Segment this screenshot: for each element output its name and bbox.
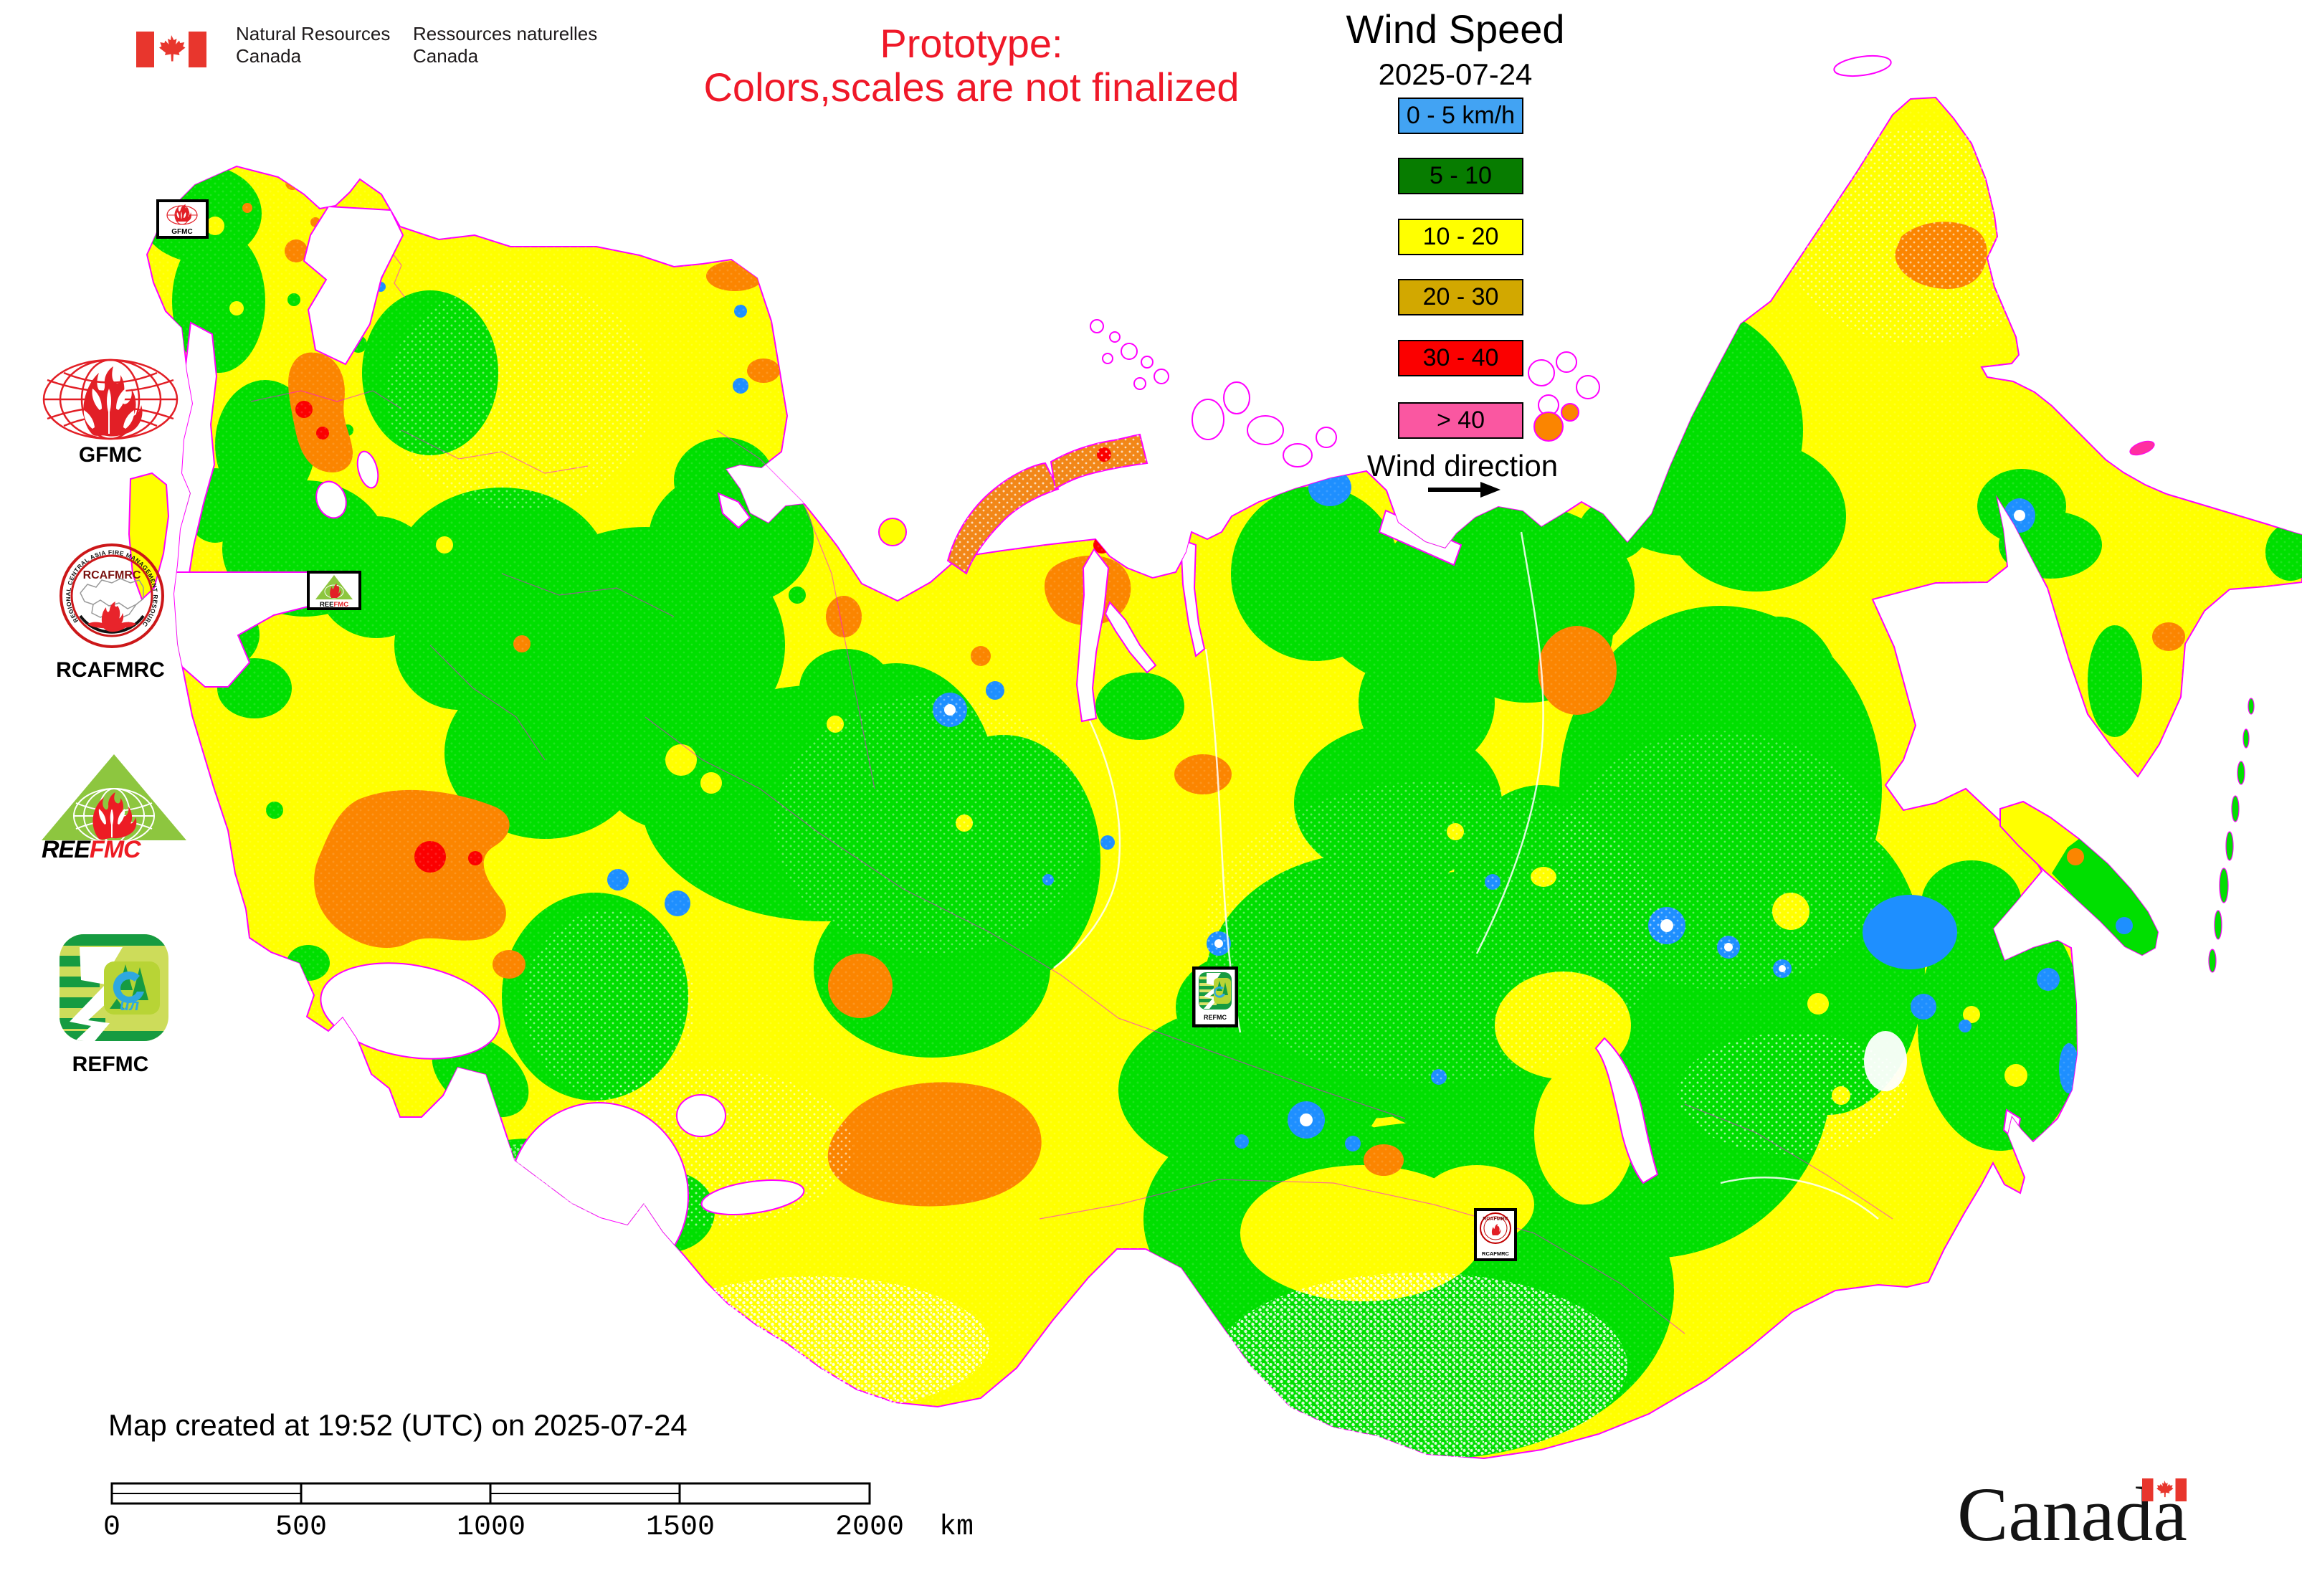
svg-text:REFMC: REFMC [1204, 1014, 1227, 1021]
svg-text:RCAFMRC: RCAFMRC [1483, 1217, 1508, 1222]
svg-text:ил: ил [120, 996, 139, 1014]
svg-text:REEFMC: REEFMC [42, 836, 141, 860]
svg-text:REEFMC: REEFMC [320, 601, 348, 609]
svg-text:RCAFMRC: RCAFMRC [83, 569, 141, 581]
svg-text:GFMC: GFMC [171, 228, 192, 236]
svg-text:RCAFMRC: RCAFMRC [1482, 1250, 1509, 1257]
